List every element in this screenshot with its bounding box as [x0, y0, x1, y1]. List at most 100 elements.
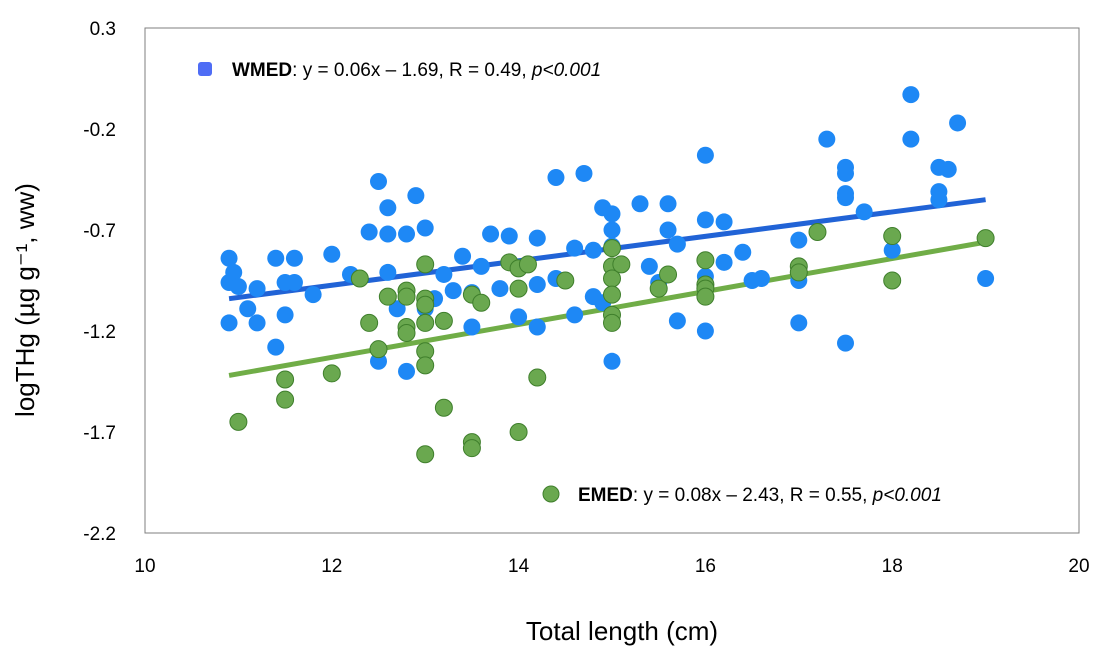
emed-point [416, 255, 435, 274]
wmed-point [220, 314, 238, 332]
wmed-point [930, 191, 948, 209]
wmed-point [790, 314, 808, 332]
emed-point [378, 287, 397, 306]
x-axis: 10 12 14 16 18 20 [134, 556, 1089, 577]
wmed-point [668, 312, 686, 330]
emed-points [229, 223, 995, 464]
wmed-point [435, 265, 453, 283]
wmed-point [379, 225, 397, 243]
emed-point [883, 271, 902, 290]
y-tick-label: -0.7 [83, 221, 116, 242]
wmed-point [631, 195, 649, 213]
emed-point [789, 263, 808, 282]
emed-point [556, 271, 575, 290]
legend-wmed-text: WMED: y = 0.06x – 1.69, R = 0.49, p<0.00… [232, 60, 601, 81]
emed-point [350, 269, 369, 288]
wmed-point [575, 164, 593, 182]
wmed-point [977, 269, 995, 287]
emed-point [322, 364, 341, 383]
wmed-point [248, 280, 266, 298]
legend-emed-marker [542, 485, 560, 503]
wmed-point [528, 276, 546, 294]
legend-emed: EMED: y = 0.08x – 2.43, R = 0.55, p<0.00… [542, 485, 942, 506]
wmed-point [547, 168, 565, 186]
wmed-point [510, 308, 528, 326]
emed-point [659, 265, 678, 284]
wmed-point [267, 338, 285, 356]
wmed-point [248, 314, 266, 332]
legend-wmed-marker [198, 62, 212, 76]
wmed-point [603, 352, 621, 370]
wmed-point [285, 249, 303, 267]
data-points [220, 86, 995, 464]
emed-point [416, 295, 435, 314]
emed-point [976, 229, 995, 248]
emed-point [612, 255, 631, 274]
emed-point [416, 356, 435, 375]
emed-point [434, 398, 453, 417]
emed-point [416, 313, 435, 332]
wmed-point [837, 164, 854, 182]
emed-point [276, 370, 295, 389]
wmed-point [837, 334, 854, 352]
wmed-point [379, 199, 397, 217]
y-tick-label: -0.2 [83, 120, 116, 141]
wmed-point [584, 241, 602, 259]
emed-point [472, 293, 491, 312]
wmed-point [566, 306, 584, 324]
wmed-point [883, 241, 901, 259]
legend-emed-equation: : y = 0.08x – 2.43, R = 0.55, [633, 485, 873, 506]
wmed-point [388, 300, 406, 318]
emed-point [603, 313, 621, 332]
emed-point [808, 223, 827, 242]
wmed-point [855, 203, 873, 221]
y-axis-title: logTHg (µg g⁻¹, ww) [10, 183, 40, 417]
wmed-point [472, 257, 490, 275]
wmed-point [225, 263, 243, 281]
emed-point [603, 239, 621, 258]
wmed-point [902, 130, 920, 148]
emed-point [360, 313, 379, 332]
wmed-point [398, 362, 416, 380]
legend-wmed-name: WMED [232, 60, 292, 81]
emed-point [696, 251, 715, 270]
y-tick-label: -1.7 [83, 423, 116, 444]
wmed-point [837, 189, 854, 207]
wmed-point [696, 146, 714, 164]
wmed-point [696, 322, 714, 340]
legend-emed-name: EMED [578, 485, 633, 506]
wmed-point [370, 173, 387, 191]
wmed-point [323, 245, 341, 263]
wmed-point [482, 225, 500, 243]
wmed-point [528, 229, 546, 247]
wmed-point [949, 114, 967, 132]
wmed-point [398, 225, 416, 243]
x-tick-label: 16 [695, 556, 716, 577]
wmed-point [659, 221, 677, 239]
y-axis: 0.3 -0.2 -0.7 -1.2 -1.7 -2.2 [83, 19, 116, 545]
wmed-point [603, 205, 621, 223]
wmed-point [379, 263, 397, 281]
emed-point [397, 287, 416, 306]
wmed-point [790, 231, 808, 249]
wmed-point [463, 318, 481, 336]
wmed-point [239, 300, 257, 318]
legend-wmed-pvalue: p<0.001 [531, 60, 601, 81]
y-tick-label: 0.3 [90, 19, 116, 40]
x-tick-label: 14 [508, 556, 530, 577]
wmed-point [659, 195, 677, 213]
wmed-point [360, 223, 378, 241]
wmed-point [818, 130, 836, 148]
wmed-point [267, 249, 285, 267]
x-tick-label: 18 [882, 556, 903, 577]
wmed-point [902, 86, 920, 104]
emed-point [528, 368, 547, 387]
emed-point [229, 412, 248, 431]
emed-point [696, 287, 715, 306]
wmed-point [715, 253, 733, 271]
wmed-point [500, 227, 518, 245]
wmed-point [528, 318, 546, 336]
x-tick-label: 10 [134, 556, 155, 577]
wmed-point [668, 235, 686, 253]
